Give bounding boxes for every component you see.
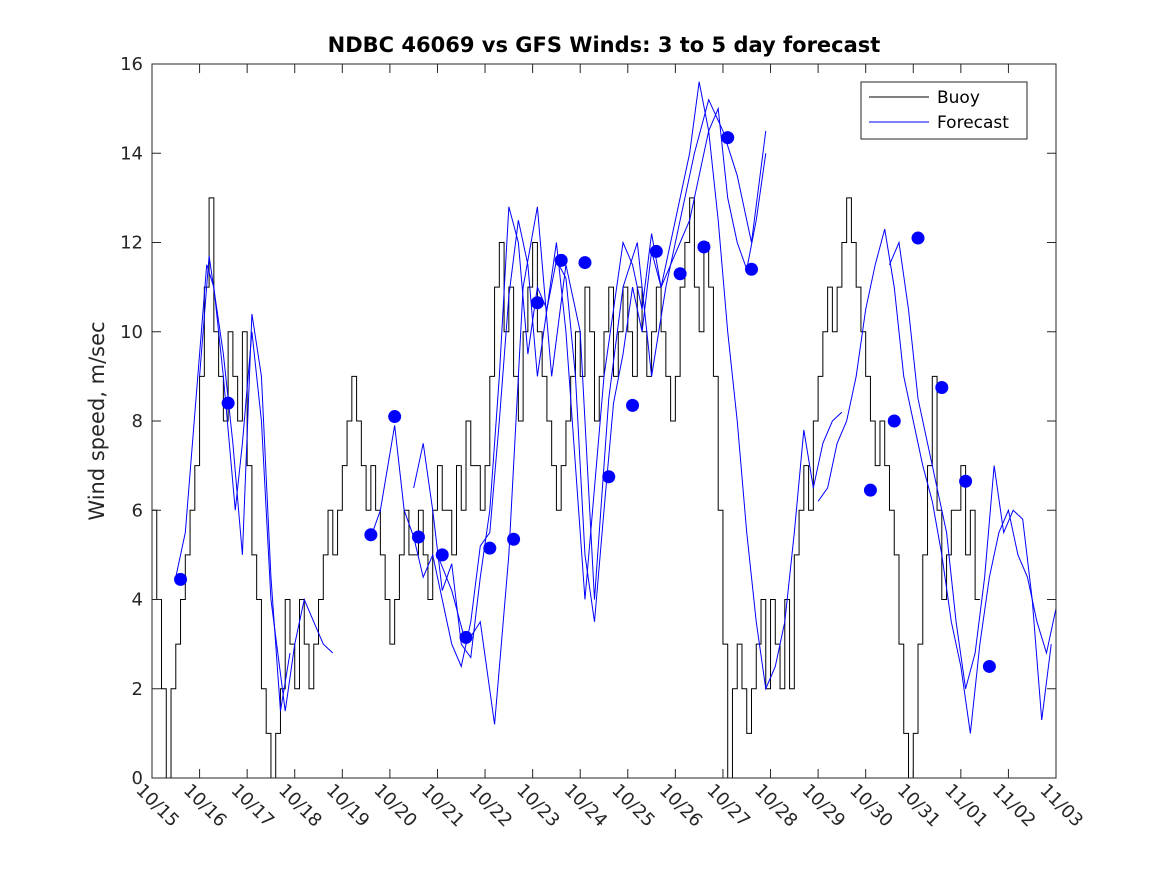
- legend-box: [860, 81, 1028, 140]
- y-tick-label: 2: [132, 679, 143, 700]
- forecast-marker: [411, 530, 425, 544]
- forecast-marker: [721, 131, 735, 145]
- forecast-marker: [483, 541, 497, 555]
- forecast-series-line-6: [817, 228, 1057, 734]
- y-tick-label: 12: [120, 233, 143, 254]
- forecast-series-line-7: [889, 240, 1052, 721]
- buoy-series-layer: [152, 197, 980, 779]
- forecast-marker: [911, 231, 925, 245]
- forecast-marker: [697, 240, 711, 254]
- forecast-series-line-2: [199, 255, 291, 712]
- forecast-marker: [649, 244, 663, 258]
- y-tick-label: 4: [132, 590, 143, 611]
- forecast-marker: [554, 253, 568, 267]
- forecast-series-line-1: [175, 264, 334, 712]
- legend: Buoy Forecast: [860, 81, 1028, 140]
- forecast-marker: [507, 532, 521, 546]
- forecast-series-line-3: [370, 106, 767, 669]
- y-tick-label: 10: [120, 322, 143, 343]
- forecast-marker: [174, 572, 188, 586]
- y-tick-label: 8: [132, 411, 143, 432]
- forecast-marker: [626, 398, 640, 412]
- forecast-marker: [744, 262, 758, 276]
- forecast-marker: [459, 630, 473, 644]
- plot-area: 024681012141610/1510/1610/1710/1810/1910…: [120, 54, 1087, 831]
- legend-label-forecast: Forecast: [937, 113, 1009, 133]
- buoy-series-line: [152, 197, 980, 779]
- forecast-series-line-5: [437, 98, 767, 725]
- forecast-marker: [435, 548, 449, 562]
- y-tick-label: 0: [132, 768, 143, 789]
- y-tick-label: 16: [120, 54, 143, 75]
- forecast-marker: [982, 659, 996, 673]
- forecast-marker: [863, 483, 877, 497]
- y-axis-label: Wind speed, m/sec: [85, 321, 109, 520]
- plot-background: [152, 64, 1056, 778]
- forecast-marker: [578, 256, 592, 270]
- forecast-marker: [602, 470, 616, 484]
- forecast-marker: [935, 381, 949, 395]
- legend-label-buoy: Buoy: [937, 88, 980, 108]
- forecast-marker: [530, 296, 544, 310]
- forecast-marker: [388, 410, 402, 424]
- chart-title: NDBC 46069 vs GFS Winds: 3 to 5 day fore…: [328, 33, 881, 57]
- forecast-marker: [887, 414, 901, 428]
- y-tick-label: 14: [120, 143, 143, 164]
- forecast-series-layer: [175, 81, 1057, 734]
- y-tick-label: 6: [132, 500, 143, 521]
- forecast-series-line-4: [413, 81, 843, 691]
- forecast-marker: [673, 267, 687, 281]
- forecast-markers-layer: [174, 131, 996, 673]
- forecast-marker: [221, 396, 235, 410]
- forecast-marker: [959, 474, 973, 488]
- forecast-marker: [364, 528, 378, 542]
